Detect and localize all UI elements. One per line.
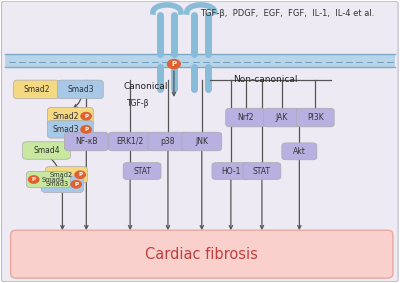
Text: Akt: Akt: [293, 147, 306, 156]
FancyBboxPatch shape: [226, 108, 266, 127]
FancyBboxPatch shape: [182, 132, 222, 151]
Text: Cardiac fibrosis: Cardiac fibrosis: [145, 247, 258, 262]
Circle shape: [71, 181, 81, 188]
Circle shape: [75, 171, 85, 178]
FancyBboxPatch shape: [296, 108, 334, 127]
FancyBboxPatch shape: [48, 108, 93, 125]
Text: Nrf2: Nrf2: [237, 113, 254, 122]
Circle shape: [81, 113, 91, 120]
FancyBboxPatch shape: [14, 80, 60, 99]
Text: Smad3: Smad3: [52, 125, 79, 134]
FancyBboxPatch shape: [108, 132, 152, 151]
Text: NF-κB: NF-κB: [75, 137, 98, 146]
FancyBboxPatch shape: [243, 163, 281, 179]
Text: Smad4: Smad4: [33, 146, 60, 155]
Text: P: P: [74, 182, 78, 187]
FancyBboxPatch shape: [123, 163, 161, 179]
Text: TGF-β,  PDGF,  EGF,  FGF,  IL-1,  IL-4 et al.: TGF-β, PDGF, EGF, FGF, IL-1, IL-4 et al.: [200, 9, 375, 18]
Text: JNK: JNK: [195, 137, 208, 146]
Text: Smad2: Smad2: [52, 112, 79, 121]
Text: STAT: STAT: [133, 167, 151, 175]
Text: p38: p38: [161, 137, 175, 146]
FancyBboxPatch shape: [58, 80, 103, 99]
FancyBboxPatch shape: [46, 167, 87, 183]
Text: HO-1: HO-1: [221, 167, 240, 175]
FancyBboxPatch shape: [212, 163, 250, 179]
Circle shape: [28, 176, 39, 183]
Text: STAT: STAT: [253, 167, 271, 175]
Text: Smad2: Smad2: [23, 85, 50, 94]
FancyBboxPatch shape: [48, 121, 93, 138]
FancyBboxPatch shape: [5, 54, 395, 67]
FancyBboxPatch shape: [42, 176, 83, 192]
Text: Smad4: Smad4: [42, 177, 65, 183]
Circle shape: [81, 126, 91, 133]
FancyBboxPatch shape: [26, 171, 70, 188]
Text: ERK1/2: ERK1/2: [116, 137, 144, 146]
Text: TGF-β: TGF-β: [127, 99, 149, 108]
FancyBboxPatch shape: [22, 142, 70, 159]
Text: P: P: [78, 172, 82, 177]
Text: P: P: [84, 127, 88, 132]
Text: JAK: JAK: [276, 113, 288, 122]
Text: Smad2: Smad2: [50, 172, 73, 178]
Text: Smad3: Smad3: [46, 181, 69, 187]
FancyBboxPatch shape: [64, 132, 108, 151]
Text: Non-canonical: Non-canonical: [233, 75, 298, 84]
Circle shape: [168, 59, 180, 68]
FancyBboxPatch shape: [264, 108, 300, 127]
Text: Smad3: Smad3: [67, 85, 94, 94]
Text: P: P: [32, 177, 36, 182]
Text: P: P: [171, 61, 176, 67]
FancyBboxPatch shape: [282, 143, 317, 160]
Text: P: P: [84, 114, 88, 119]
FancyBboxPatch shape: [11, 230, 393, 278]
FancyBboxPatch shape: [148, 132, 188, 151]
Text: Canonical: Canonical: [124, 82, 168, 91]
Text: PI3K: PI3K: [307, 113, 324, 122]
